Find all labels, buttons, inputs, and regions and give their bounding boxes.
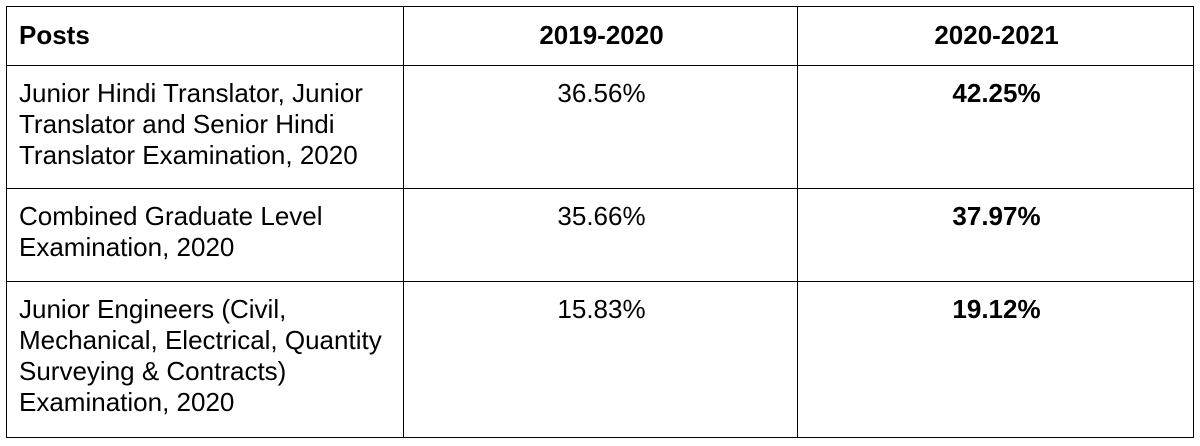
header-row: Posts 2019-2020 2020-2021 xyxy=(6,6,1194,66)
header-cell: 2019-2020 xyxy=(403,6,798,66)
post-cell: Junior Engineers (Civil, Mechanical, Ele… xyxy=(6,281,404,438)
table-row: Junior Hindi Translator, Junior Translat… xyxy=(6,65,1194,189)
table-body: Junior Hindi Translator, Junior Translat… xyxy=(6,65,1194,438)
rate-cell: 37.97% xyxy=(797,188,1194,282)
table-row: Combined Graduate Level Examination, 202… xyxy=(6,188,1194,282)
table-row: Junior Engineers (Civil, Mechanical, Ele… xyxy=(6,281,1194,438)
rate-cell: 19.12% xyxy=(797,281,1194,438)
rate-cell: 36.56% xyxy=(403,65,798,189)
header-cell: Posts xyxy=(6,6,404,66)
header-cell: 2020-2021 xyxy=(797,6,1194,66)
results-table: Posts 2019-2020 2020-2021 Junior Hindi T… xyxy=(6,6,1194,438)
rate-cell: 42.25% xyxy=(797,65,1194,189)
table-header: Posts 2019-2020 2020-2021 xyxy=(6,6,1194,66)
rate-cell: 35.66% xyxy=(403,188,798,282)
post-cell: Junior Hindi Translator, Junior Translat… xyxy=(6,65,404,189)
post-cell: Combined Graduate Level Examination, 202… xyxy=(6,188,404,282)
rate-cell: 15.83% xyxy=(403,281,798,438)
